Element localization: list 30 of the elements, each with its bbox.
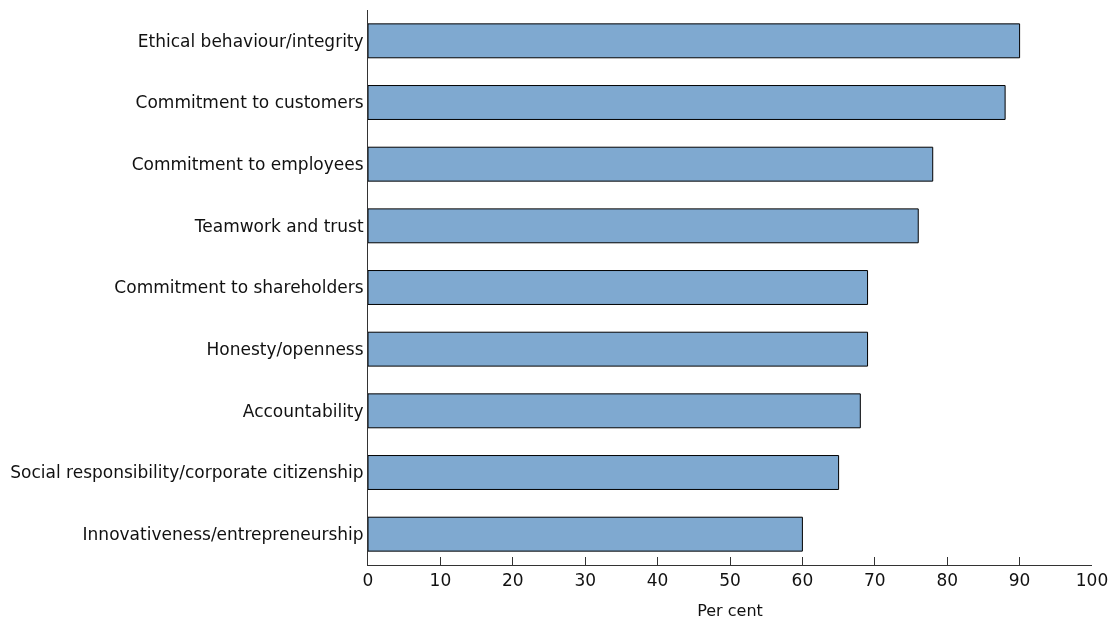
x-tick-label: 70: [863, 570, 886, 591]
y-tick-label: Commitment to shareholders: [114, 277, 364, 298]
x-tick-label: 60: [791, 570, 814, 591]
bar: [368, 455, 840, 490]
y-tick-label: Commitment to customers: [135, 92, 364, 113]
y-tick-label: Commitment to employees: [131, 154, 364, 175]
x-tick-label: 100: [1075, 570, 1109, 591]
y-tick-label: Innovativeness/entrepreneurship: [82, 524, 364, 545]
x-tick-label: 90: [1008, 570, 1031, 591]
y-tick-label: Accountability: [242, 400, 364, 421]
bar: [368, 208, 919, 244]
y-tick-label: Honesty/openness: [206, 339, 364, 360]
x-tick-label: 0: [362, 570, 374, 591]
y-tick-label: Ethical behaviour/integrity: [137, 30, 364, 51]
bar: [368, 23, 1021, 59]
x-tick-label: 80: [936, 570, 959, 591]
bar: [368, 516, 803, 552]
y-tick-label: Social responsibility/corporate citizenship: [10, 462, 364, 483]
x-tick-label: 40: [646, 570, 669, 591]
y-tick-label: Teamwork and trust: [193, 215, 364, 236]
bar: [368, 331, 869, 367]
bar: [368, 146, 934, 182]
bar: [368, 393, 861, 429]
x-axis-title: Per cent: [697, 601, 763, 621]
bar: [368, 85, 1006, 120]
bar: [368, 270, 869, 305]
x-tick-label: 30: [574, 570, 597, 591]
x-tick-label: 10: [429, 570, 452, 591]
x-tick-label: 20: [501, 570, 524, 591]
x-tick-label: 50: [719, 570, 741, 591]
